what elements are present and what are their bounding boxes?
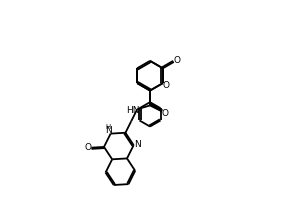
Text: N: N xyxy=(134,140,141,149)
Text: O: O xyxy=(163,81,170,90)
Text: N: N xyxy=(105,126,112,135)
Text: O: O xyxy=(162,109,169,118)
Text: H: H xyxy=(106,124,111,130)
Text: HN: HN xyxy=(126,106,140,115)
Text: O: O xyxy=(84,143,91,152)
Text: O: O xyxy=(173,56,180,65)
